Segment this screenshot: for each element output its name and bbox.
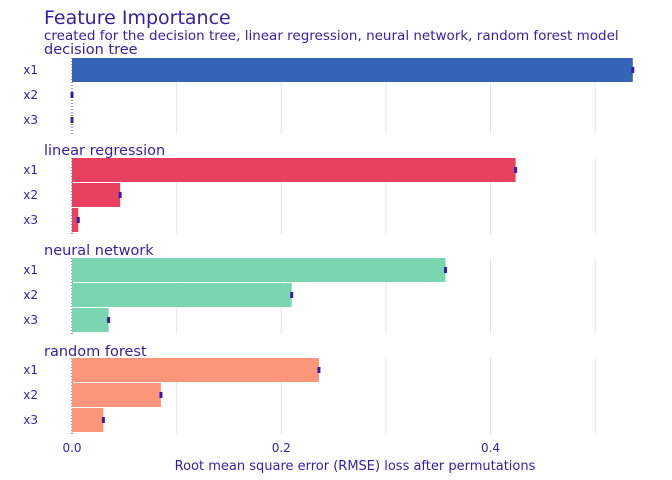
error-marker (514, 167, 518, 173)
x-tick-label: 0.2 (272, 441, 291, 455)
bar-random-forest-x3 (72, 408, 104, 432)
panel-neural-network: neural network x1 x2 x3 (23, 243, 596, 334)
y-tick-label: x1 (23, 263, 38, 277)
error-marker (76, 217, 80, 223)
y-tick-label: x1 (23, 363, 38, 377)
y-tick-label: x3 (23, 213, 38, 227)
error-marker (444, 267, 448, 273)
error-marker (70, 117, 74, 123)
y-tick-label: x3 (23, 113, 38, 127)
x-axis-label: Root mean square error (RMSE) loss after… (175, 459, 536, 474)
panel-title: random forest (44, 344, 147, 360)
error-marker (317, 367, 321, 373)
y-tick-label: x2 (23, 188, 38, 202)
y-tick-label: x2 (23, 288, 38, 302)
bar-neural-network-x1 (72, 258, 446, 282)
error-marker (290, 292, 294, 298)
y-tick-label: x3 (23, 313, 38, 327)
y-tick-label: x2 (23, 388, 38, 402)
error-marker (107, 317, 111, 323)
y-tick-label: x1 (23, 163, 38, 177)
error-marker (118, 192, 122, 198)
panel-title: linear regression (44, 143, 165, 159)
error-marker (70, 92, 74, 98)
panel-random-forest: random forest x1 x2 x3 (23, 344, 596, 434)
bar-random-forest-x1 (72, 358, 319, 382)
panel-linear-regression: linear regression x1 x2 x3 (23, 143, 596, 234)
panel-decision-tree: decision tree x1 x2 x3 (23, 42, 635, 134)
error-marker (159, 392, 163, 398)
panel-title: neural network (44, 243, 154, 259)
error-marker (631, 67, 635, 73)
x-tick-label: 0.4 (481, 441, 500, 455)
y-tick-label: x3 (23, 413, 38, 427)
panels: decision tree x1 x2 x3 linear regression x1 x2… (23, 42, 635, 434)
chart-title: Feature Importance (44, 7, 231, 29)
bar-linear-regression-x2 (72, 183, 121, 207)
bar-decision-tree-x1 (72, 58, 633, 82)
bar-neural-network-x2 (72, 283, 292, 307)
bar-random-forest-x2 (72, 383, 161, 407)
error-marker (101, 417, 105, 423)
y-tick-label: x1 (23, 63, 38, 77)
x-tick-label: 0.0 (62, 441, 81, 455)
bar-linear-regression-x3 (72, 208, 79, 232)
chart-subtitle: created for the decision tree, linear re… (44, 28, 619, 44)
x-axis: 0.0 0.2 0.4 (62, 441, 500, 455)
bar-linear-regression-x1 (72, 158, 516, 182)
panel-title: decision tree (44, 42, 138, 58)
bar-neural-network-x3 (72, 308, 109, 332)
y-tick-label: x2 (23, 88, 38, 102)
